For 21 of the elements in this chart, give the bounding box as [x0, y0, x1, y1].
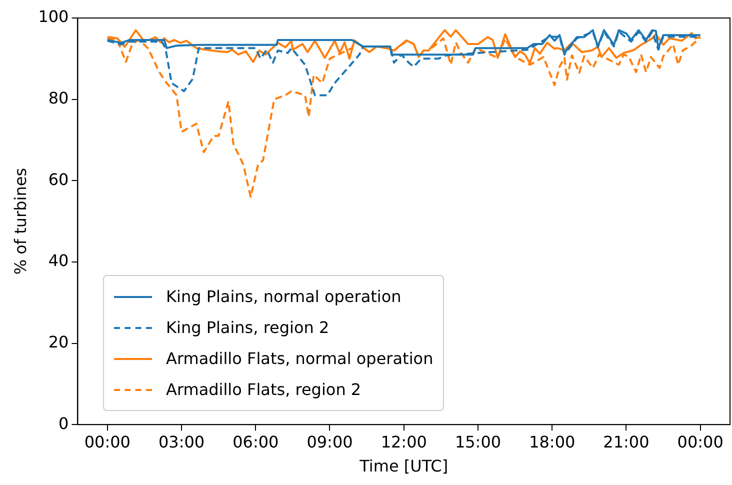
y-tick-label: 80 [48, 88, 69, 108]
y-axis-title: % of turbines [10, 168, 30, 275]
y-tick-label: 0 [58, 414, 69, 433]
x-tick-label: 21:00 [603, 432, 650, 452]
y-tick-label: 40 [48, 251, 69, 270]
x-tick-label: 15:00 [454, 432, 502, 452]
x-axis-title: Time [UTC] [358, 456, 448, 476]
x-tick-label: 00:00 [677, 432, 724, 452]
x-tick-label: 18:00 [529, 432, 576, 452]
x-tick-label: 12:00 [380, 432, 427, 452]
legend-label: King Plains, region 2 [166, 318, 330, 337]
x-tick-label: 00:00 [84, 432, 130, 452]
y-tick-label: 20 [48, 332, 69, 352]
y-tick-label: 100 [38, 7, 69, 26]
y-tick-label: 60 [48, 170, 69, 189]
x-tick-label: 03:00 [158, 432, 205, 452]
x-tick-label: 06:00 [232, 432, 279, 452]
legend-label: King Plains, normal operation [166, 287, 402, 306]
legend-label: Armadillo Flats, normal operation [166, 349, 434, 368]
x-tick-label: 09:00 [306, 432, 353, 452]
legend-label: Armadillo Flats, region 2 [166, 380, 362, 399]
